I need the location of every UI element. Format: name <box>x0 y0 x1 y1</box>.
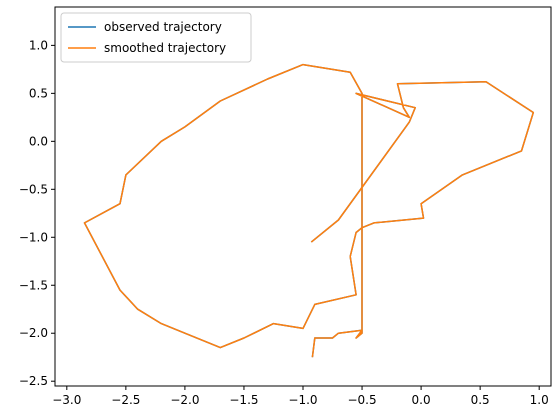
x-tick-label: −2.5 <box>111 393 140 407</box>
legend-box <box>60 12 252 63</box>
x-tick-label: 0.5 <box>471 393 490 407</box>
y-tick-label: −1.0 <box>19 230 48 244</box>
y-tick-label: 1.0 <box>29 38 48 52</box>
y-axis-ticks: −2.5 −2.0 −1.5 −1.0 −0.5 0.0 0.5 1.0 <box>19 38 55 388</box>
y-tick-label: −2.5 <box>19 374 48 388</box>
x-tick-label: −1.5 <box>229 393 258 407</box>
x-tick-label: −2.0 <box>170 393 199 407</box>
y-tick-label: −2.0 <box>19 326 48 340</box>
legend-label-smoothed: smoothed trajectory <box>104 41 226 55</box>
x-tick-label: 0.0 <box>412 393 431 407</box>
x-tick-label: −0.5 <box>347 393 376 407</box>
axes-frame <box>54 6 552 387</box>
x-tick-label: −3.0 <box>52 393 81 407</box>
x-axis-ticks: −3.0 −2.5 −2.0 −1.5 −1.0 −0.5 0.0 0.5 1.0 <box>52 386 549 407</box>
series-line-smoothed <box>83 63 535 358</box>
x-tick-label: 1.0 <box>530 393 549 407</box>
plot-area <box>83 63 535 358</box>
legend: observed trajectory smoothed trajectory <box>60 12 252 63</box>
y-tick-label: 0.0 <box>29 134 48 148</box>
y-tick-label: −0.5 <box>19 182 48 196</box>
y-tick-label: −1.5 <box>19 278 48 292</box>
x-tick-label: −1.0 <box>288 393 317 407</box>
legend-label-observed: observed trajectory <box>104 20 222 34</box>
y-tick-label: 0.5 <box>29 86 48 100</box>
